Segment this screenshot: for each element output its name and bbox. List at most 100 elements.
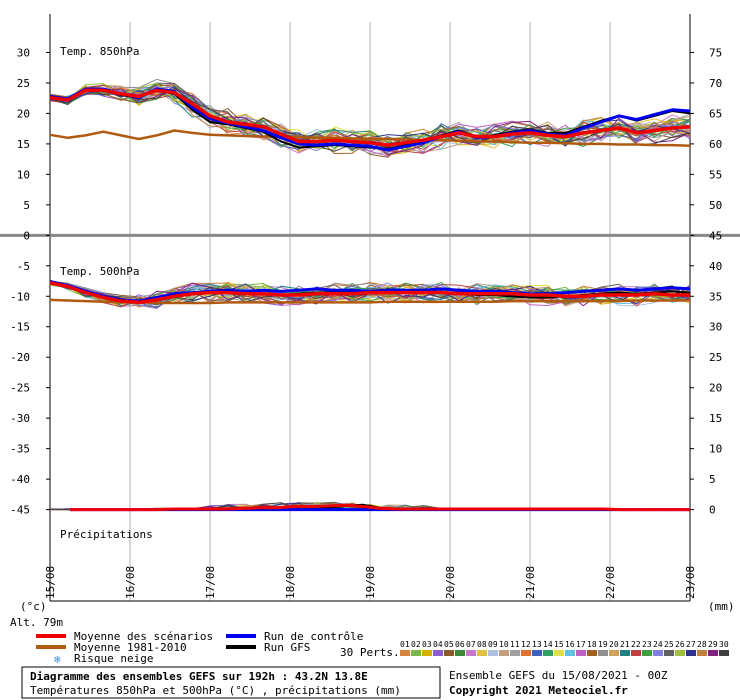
right-tick-label: 10 [709,443,722,456]
t500-climatology-line [49,298,690,305]
left-tick-label: -10 [10,290,30,303]
right-unit: (mm) [708,600,735,613]
left-tick-label: 15 [17,138,30,151]
left-tick-label: 20 [17,107,30,120]
pert-color-chip [653,650,663,656]
pert-color-chip [543,650,553,656]
pert-id-label: 30 [719,640,729,649]
right-tick-label: 55 [709,168,722,181]
altitude-label: Alt. 79m [10,616,63,629]
pert-color-chip [455,650,465,656]
right-tick-label: 30 [709,321,722,334]
pert-id-label: 29 [708,640,718,649]
pert-color-chip [675,650,685,656]
pert-color-chip [477,650,487,656]
right-tick-label: 75 [709,46,722,59]
pert-color-chip [664,650,674,656]
right-tick-label: 20 [709,382,722,395]
t850-mean-line [49,88,691,147]
pert-t850-line [50,83,691,154]
precip-mean-line [70,503,690,512]
left-tick-label: 0 [23,229,30,242]
pert-id-label: 21 [620,640,630,649]
pert-id-label: 28 [697,640,707,649]
pert-color-chip [411,650,421,656]
footer: Diagramme des ensembles GEFS sur 192h : … [21,666,668,699]
pert-id-label: 06 [455,640,465,649]
pert-id-label: 15 [554,640,564,649]
panel-labels: Temp. 850hPa Temp. 500hPa Précipitations [60,45,153,541]
x-tick-label: 20/08 [444,566,457,599]
label-t500: Temp. 500hPa [60,265,139,278]
legend-label-mean: Moyenne des scénarios [74,630,213,643]
right-tick-label: 0 [709,504,716,517]
pert-color-chip [598,650,608,656]
vertical-gridlines [49,22,691,601]
legend-swatch-gfs [226,645,256,649]
pert-id-label: 09 [488,640,498,649]
x-tick-label: 21/08 [524,566,537,599]
legend-label-gfs: Run GFS [264,641,310,654]
pert-color-chip [576,650,586,656]
label-t850: Temp. 850hPa [60,45,139,58]
pert-id-label: 24 [653,640,663,649]
right-tick-label: 15 [709,412,722,425]
left-tick-label: 5 [23,199,30,212]
right-tick-label: 65 [709,107,722,120]
pert-color-chip [587,650,597,656]
right-tick-label: 70 [709,77,722,90]
pert-id-label: 04 [433,640,443,649]
pert-id-label: 12 [521,640,531,649]
right-tick-label: 40 [709,260,722,273]
right-tick-label: 60 [709,138,722,151]
left-tick-label: -35 [10,443,30,456]
snowflake-icon: ❄ [54,653,61,666]
pert-id-label: 07 [466,640,476,649]
x-tick-label: 19/08 [364,566,377,599]
left-tick-label: 25 [17,77,30,90]
pert-id-label: 03 [422,640,432,649]
pert-color-chip [433,650,443,656]
pert-color-chip [631,650,641,656]
pert-color-chip [510,650,520,656]
pert-color-chip [422,650,432,656]
pert-id-label: 18 [587,640,597,649]
right-tick-label: 25 [709,351,722,364]
pert-id-label: 01 [400,640,410,649]
left-tick-label: -25 [10,382,30,395]
pert-color-chip [642,650,652,656]
pert-color-chip [708,650,718,656]
legend-label-perts: 30 Perts. [340,646,400,659]
legend-swatch-climatology [36,645,66,649]
legend-label-climatology: Moyenne 1981-2010 [74,641,187,654]
pert-color-chip [499,650,509,656]
pert-color-chip [686,650,696,656]
pert-id-label: 19 [598,640,608,649]
footer-copyright: Copyright 2021 Meteociel.fr [449,684,628,697]
left-tick-label: -20 [10,351,30,364]
pert-id-label: 23 [642,640,652,649]
x-tick-label: 23/08 [684,566,697,599]
pert-color-chip [565,650,575,656]
right-tick-label: 35 [709,290,722,303]
legend: Moyenne des scénarios Moyenne 1981-2010 … [36,630,729,666]
pert-id-label: 13 [532,640,542,649]
footer-run: Ensemble GEFS du 15/08/2021 - 00Z [449,669,668,682]
legend-swatch-mean [36,634,66,638]
pert-color-chip [719,650,729,656]
footer-title-box [21,666,441,699]
legend-swatch-control [226,634,256,638]
pert-id-label: 26 [675,640,685,649]
axes: 302520151050-5-10-15-20-25-30-35-40-4575… [0,14,740,602]
left-tick-label: 10 [17,168,30,181]
pert-id-label: 05 [444,640,454,649]
x-tick-label: 22/08 [604,566,617,599]
left-tick-label: -5 [17,260,30,273]
pert-color-chip [609,650,619,656]
pert-color-chip [620,650,630,656]
x-tick-label: 18/08 [284,566,297,599]
footer-title: Diagramme des ensembles GEFS sur 192h : … [30,670,368,683]
right-tick-label: 45 [709,229,722,242]
pert-id-label: 14 [543,640,553,649]
